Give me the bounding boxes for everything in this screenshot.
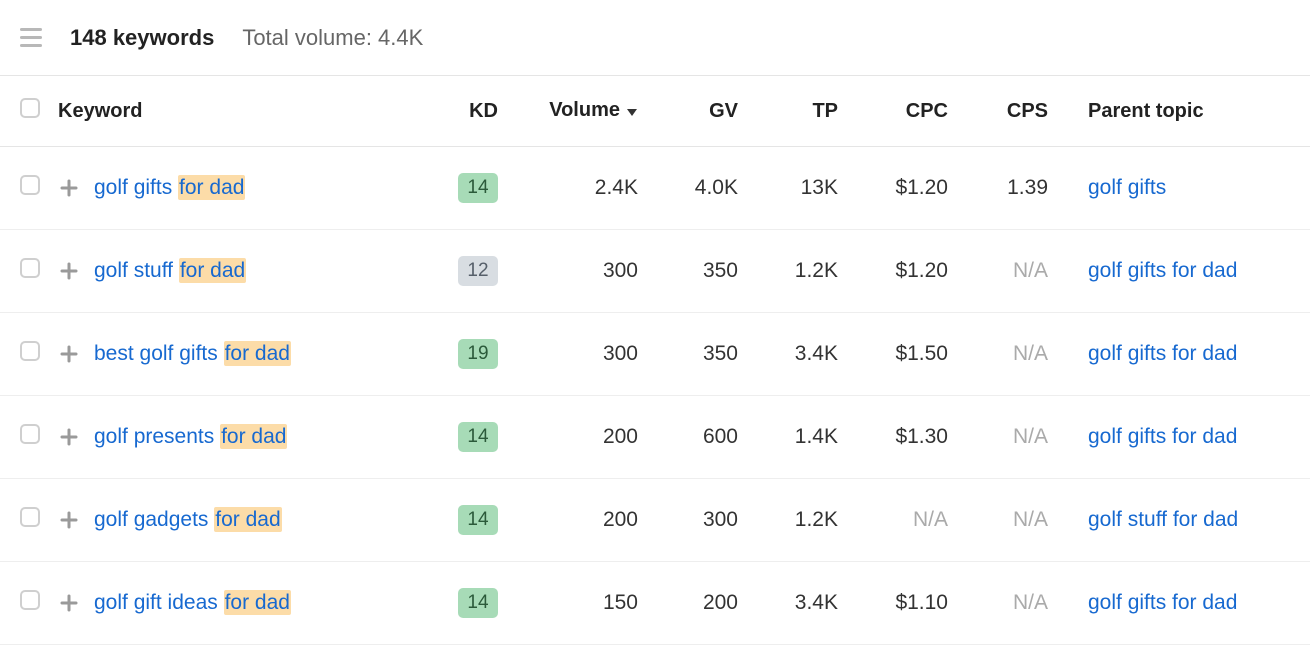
keyword-link[interactable]: golf gifts for dad	[94, 175, 245, 200]
column-header-cps[interactable]: CPS	[960, 76, 1060, 147]
kd-badge: 12	[458, 256, 498, 286]
keyword-link[interactable]: best golf gifts for dad	[94, 341, 291, 366]
cps-cell: 1.39	[960, 147, 1060, 230]
keyword-link[interactable]: golf presents for dad	[94, 424, 287, 449]
expand-icon[interactable]	[58, 592, 80, 614]
select-all-checkbox[interactable]	[20, 98, 40, 118]
kd-badge: 14	[458, 588, 498, 618]
total-volume: Total volume: 4.4K	[242, 25, 423, 51]
kd-badge: 14	[458, 505, 498, 535]
kd-badge: 14	[458, 173, 498, 203]
keyword-text: golf gift ideas	[94, 591, 224, 614]
tp-cell: 13K	[750, 147, 850, 230]
column-header-tp[interactable]: TP	[750, 76, 850, 147]
kd-badge: 14	[458, 422, 498, 452]
column-header-volume[interactable]: Volume	[510, 76, 650, 147]
keyword-text: golf presents	[94, 425, 220, 448]
hamburger-icon[interactable]	[20, 24, 42, 51]
keyword-highlight: for dad	[224, 590, 291, 615]
table-row: golf presents for dad 14 2006001.4K$1.30N/…	[0, 396, 1310, 479]
parent-topic-link[interactable]: golf gifts	[1088, 176, 1166, 199]
keyword-highlight: for dad	[214, 507, 281, 532]
row-checkbox[interactable]	[20, 507, 40, 527]
gv-cell: 350	[650, 230, 750, 313]
expand-icon[interactable]	[58, 177, 80, 199]
cpc-cell: $1.30	[850, 396, 960, 479]
row-checkbox[interactable]	[20, 424, 40, 444]
volume-cell: 150	[510, 562, 650, 645]
volume-cell: 2.4K	[510, 147, 650, 230]
column-header-kd[interactable]: KD	[430, 76, 510, 147]
parent-topic-link[interactable]: golf gifts for dad	[1088, 342, 1237, 365]
row-checkbox[interactable]	[20, 590, 40, 610]
tp-cell: 1.2K	[750, 479, 850, 562]
expand-icon[interactable]	[58, 260, 80, 282]
table-row: golf gifts for dad 14 2.4K4.0K13K$1.201.39…	[0, 147, 1310, 230]
expand-icon[interactable]	[58, 343, 80, 365]
keyword-text: golf stuff	[94, 259, 179, 282]
tp-cell: 3.4K	[750, 313, 850, 396]
expand-icon[interactable]	[58, 426, 80, 448]
parent-topic-link[interactable]: golf gifts for dad	[1088, 425, 1237, 448]
keyword-count: 148 keywords	[70, 25, 214, 51]
volume-cell: 300	[510, 230, 650, 313]
gv-cell: 300	[650, 479, 750, 562]
keyword-highlight: for dad	[179, 258, 246, 283]
column-header-cpc[interactable]: CPC	[850, 76, 960, 147]
keyword-highlight: for dad	[220, 424, 287, 449]
cpc-cell: $1.10	[850, 562, 960, 645]
tp-cell: 3.4K	[750, 562, 850, 645]
cps-cell: N/A	[960, 230, 1060, 313]
summary-bar: 148 keywords Total volume: 4.4K	[0, 0, 1310, 76]
keyword-text: golf gifts	[94, 176, 178, 199]
cps-cell: N/A	[960, 562, 1060, 645]
keyword-highlight: for dad	[224, 341, 291, 366]
gv-cell: 600	[650, 396, 750, 479]
row-checkbox[interactable]	[20, 341, 40, 361]
table-row: golf gadgets for dad142003001.2KN/AN/Ago…	[0, 479, 1310, 562]
column-header-volume-label: Volume	[549, 99, 620, 121]
table-row: best golf gifts for dad 19 3003503.4K$1.50…	[0, 313, 1310, 396]
row-checkbox[interactable]	[20, 175, 40, 195]
keywords-table: Keyword KD Volume GV TP CPC CPS Parent t…	[0, 76, 1310, 645]
cpc-cell: N/A	[850, 479, 960, 562]
volume-cell: 300	[510, 313, 650, 396]
column-header-parent[interactable]: Parent topic	[1060, 76, 1310, 147]
volume-cell: 200	[510, 479, 650, 562]
cps-cell: N/A	[960, 396, 1060, 479]
keyword-text: golf gadgets	[94, 508, 214, 531]
table-row: golf gift ideas for dad 14 1502003.4K$1.10…	[0, 562, 1310, 645]
volume-cell: 200	[510, 396, 650, 479]
keyword-link[interactable]: golf gadgets for dad	[94, 507, 282, 532]
tp-cell: 1.4K	[750, 396, 850, 479]
parent-topic-link[interactable]: golf gifts for dad	[1088, 591, 1237, 614]
sort-desc-icon	[626, 100, 638, 123]
cpc-cell: $1.50	[850, 313, 960, 396]
keyword-link[interactable]: golf stuff for dad	[94, 258, 246, 283]
expand-icon[interactable]	[58, 509, 80, 531]
cps-cell: N/A	[960, 313, 1060, 396]
keyword-link[interactable]: golf gift ideas for dad	[94, 590, 291, 615]
column-header-keyword[interactable]: Keyword	[58, 76, 430, 147]
keyword-highlight: for dad	[178, 175, 245, 200]
table-row: golf stuff for dad 12 3003501.2K$1.20N/A go…	[0, 230, 1310, 313]
cpc-cell: $1.20	[850, 230, 960, 313]
parent-topic-link[interactable]: golf stuff for dad	[1088, 508, 1238, 531]
keyword-text: best golf gifts	[94, 342, 224, 365]
column-header-gv[interactable]: GV	[650, 76, 750, 147]
gv-cell: 350	[650, 313, 750, 396]
parent-topic-link[interactable]: golf gifts for dad	[1088, 259, 1237, 282]
tp-cell: 1.2K	[750, 230, 850, 313]
cps-cell: N/A	[960, 479, 1060, 562]
kd-badge: 19	[458, 339, 498, 369]
gv-cell: 4.0K	[650, 147, 750, 230]
gv-cell: 200	[650, 562, 750, 645]
cpc-cell: $1.20	[850, 147, 960, 230]
row-checkbox[interactable]	[20, 258, 40, 278]
